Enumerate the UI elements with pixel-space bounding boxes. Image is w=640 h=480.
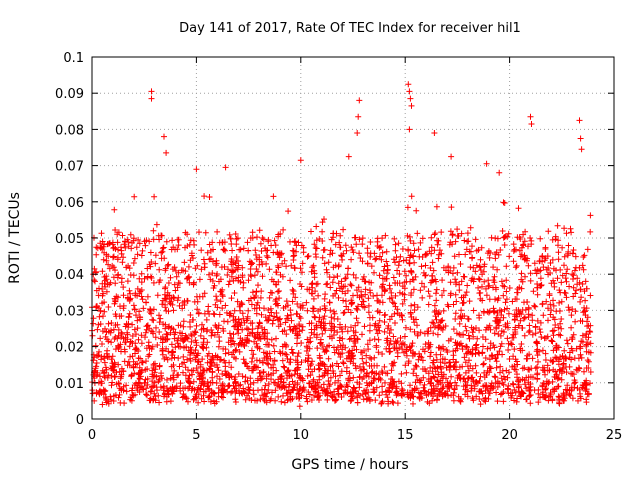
- y-tick-label: 0.09: [55, 87, 84, 102]
- y-axis-label: ROTI / TECUs: [7, 192, 23, 284]
- x-tick-label: 25: [606, 428, 623, 443]
- y-tick-label: 0.04: [55, 268, 84, 283]
- x-tick-label: 20: [501, 428, 518, 443]
- y-tick-label: 0.02: [55, 341, 84, 356]
- y-tick-label: 0.07: [55, 160, 84, 175]
- y-tick-label: 0.1: [63, 51, 84, 66]
- x-axis-label: GPS time / hours: [291, 457, 408, 473]
- y-tick-label: 0: [76, 413, 84, 428]
- y-tick-label: 0.08: [55, 123, 84, 138]
- x-tick-label: 10: [293, 428, 310, 443]
- x-tick-label: 5: [192, 428, 200, 443]
- y-tick-label: 0.06: [55, 196, 84, 211]
- x-tick-label: 15: [397, 428, 414, 443]
- y-tick-label: 0.03: [55, 304, 84, 319]
- x-tick-label: 0: [88, 428, 96, 443]
- data-points: [89, 81, 594, 410]
- y-tick-label: 0.05: [55, 232, 84, 247]
- scatter-points: [89, 81, 594, 410]
- tick-labels: 0 0.01 0.02 0.03 0.04 0.05 0.06 0.07 0.08 0.09 0.1…: [55, 51, 622, 443]
- chart-title: Day 141 of 2017, Rate Of TEC Index for r…: [179, 21, 521, 36]
- plot-frame: [91, 56, 615, 420]
- y-tick-label: 0.01: [55, 377, 84, 392]
